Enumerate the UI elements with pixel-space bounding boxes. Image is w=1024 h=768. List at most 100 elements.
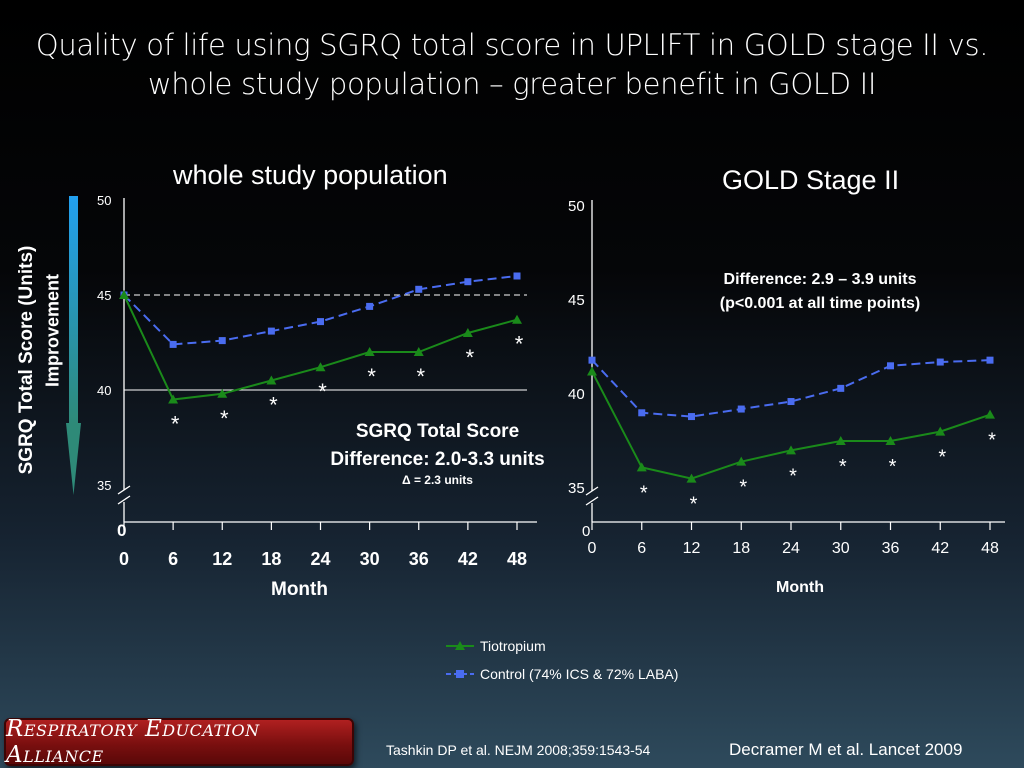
y-tick-label: 35: [568, 480, 585, 497]
significance-marker: *: [988, 430, 996, 452]
x-tick-label: 0: [588, 540, 597, 557]
significance-marker: *: [367, 364, 376, 389]
data-point-control: [317, 318, 324, 326]
y-tick-label-zero: 0: [117, 521, 126, 540]
data-point-tiotropium: [266, 375, 277, 385]
data-point-tiotropium: [786, 445, 796, 455]
significance-marker: *: [640, 482, 648, 504]
data-point-control: [366, 302, 374, 310]
x-tick-label: 6: [637, 540, 646, 557]
significance-marker: *: [889, 456, 897, 478]
data-point-control: [936, 358, 944, 366]
y-tick-label: 50: [97, 193, 111, 208]
legend-label-control: Control (74% ICS & 72% LABA): [480, 666, 679, 682]
square-marker-icon: [446, 670, 474, 678]
x-tick-label: 24: [782, 540, 800, 557]
left-x-axis-label: Month: [271, 579, 328, 600]
right-annotation-line2: (p<0.001 at all time points): [719, 295, 921, 312]
x-tick-label: 18: [261, 549, 281, 569]
y-axis-label: SGRQ Total Score (Units): [16, 245, 37, 475]
slide-title-line1: Quality of life using SGRQ total score i…: [35, 28, 989, 62]
data-point-control: [513, 272, 521, 280]
citation-left: Tashkin DP et al. NEJM 2008;359:1543-54: [386, 742, 651, 758]
data-point-control: [887, 362, 894, 370]
right-annotation-line1: Difference: 2.9 – 3.9 units: [723, 271, 917, 288]
left-annotation-line2: Difference: 2.0-3.3 units: [330, 449, 545, 470]
significance-marker: *: [515, 332, 524, 357]
legend-item-control: Control (74% ICS & 72% LABA): [446, 660, 678, 688]
data-point-tiotropium: [217, 388, 228, 398]
x-tick-label: 42: [458, 549, 478, 569]
significance-marker: *: [416, 364, 425, 389]
legend-item-tiotropium: Tiotropium: [446, 632, 678, 660]
significance-marker: *: [739, 477, 747, 499]
right-chart: 35 40 45 50 00 6 12 18 24 30 36 42 48 * * * * * * * *: [568, 198, 1005, 557]
citation-right: Decramer M et al. Lancet 2009: [729, 740, 963, 759]
data-point-control: [415, 285, 423, 293]
data-point-control: [688, 413, 695, 421]
y-tick-label-zero: 0: [582, 523, 590, 540]
data-point-tiotropium: [686, 473, 697, 483]
data-point-control: [837, 384, 845, 392]
left-chart: 35 40 45 50 0 0 6 12 18 24 30 36 42 48 * * * * * * * *: [97, 193, 537, 569]
brand-logo: Respiratory Education Alliance: [4, 716, 354, 768]
data-point-tiotropium: [835, 436, 846, 445]
axis-break-mark: [117, 485, 131, 495]
data-point-tiotropium: [315, 362, 326, 372]
significance-marker: *: [269, 393, 278, 418]
x-tick-label: 30: [832, 540, 850, 557]
data-point-control: [588, 356, 596, 364]
left-chart-title: whole study population: [173, 160, 448, 190]
data-point-tiotropium: [168, 394, 179, 404]
x-tick-label: 12: [212, 549, 232, 569]
left-annotation-line1: SGRQ Total Score: [355, 421, 520, 442]
data-point-control: [986, 356, 994, 364]
x-tick-label: 36: [882, 540, 900, 557]
x-tick-label: 12: [683, 540, 701, 557]
series-line-control: [123, 275, 518, 346]
y-tick-label: 45: [568, 292, 585, 309]
improvement-arrow-icon: [66, 196, 81, 495]
y-tick-label: 45: [97, 288, 111, 303]
y-tick-label: 50: [568, 198, 585, 215]
data-point-tiotropium: [462, 328, 473, 337]
legend: Tiotropium Control (74% ICS & 72% LABA): [446, 632, 678, 688]
axis-break-mark: [585, 496, 599, 506]
data-point-tiotropium: [119, 290, 129, 299]
x-tick-label: 0: [119, 549, 129, 569]
triangle-marker-icon: [446, 641, 474, 650]
data-point-control: [218, 337, 226, 345]
left-difference-annotation: SGRQ Total Score Difference: 2.0-3.3 uni…: [305, 418, 570, 474]
series-line-tiotropium: [591, 370, 991, 480]
significance-marker: *: [220, 406, 229, 431]
data-point-tiotropium: [587, 366, 597, 376]
x-tick-label: 24: [310, 549, 330, 569]
significance-marker: *: [466, 345, 475, 370]
data-point-control: [638, 409, 646, 417]
x-tick-label: 42: [931, 540, 949, 557]
significance-marker: *: [789, 465, 797, 487]
data-point-tiotropium: [364, 347, 375, 356]
data-point-tiotropium: [413, 347, 424, 356]
slide-title: Quality of life using SGRQ total score i…: [20, 26, 1004, 104]
data-point-tiotropium: [736, 456, 747, 466]
legend-label-tiotropium: Tiotropium: [480, 638, 546, 654]
significance-marker: *: [690, 494, 698, 516]
axis-break-mark: [585, 486, 599, 496]
axis-break-mark: [117, 495, 131, 505]
data-point-control: [737, 405, 745, 413]
y-tick-label: 35: [97, 478, 111, 493]
x-tick-label: 36: [409, 549, 429, 569]
data-point-control: [464, 278, 472, 286]
y-tick-label: 40: [568, 386, 585, 403]
significance-marker: *: [839, 456, 847, 478]
data-point-tiotropium: [985, 409, 995, 419]
data-point-control: [787, 398, 795, 406]
data-point-tiotropium: [636, 462, 647, 472]
slide-title-line2: whole study population – greater benefit…: [147, 67, 877, 101]
data-point-control: [169, 340, 177, 348]
significance-marker: *: [938, 447, 946, 469]
right-difference-annotation: Difference: 2.9 – 3.9 units (p<0.001 at …: [660, 268, 980, 316]
improvement-label: Improvement: [42, 273, 63, 388]
